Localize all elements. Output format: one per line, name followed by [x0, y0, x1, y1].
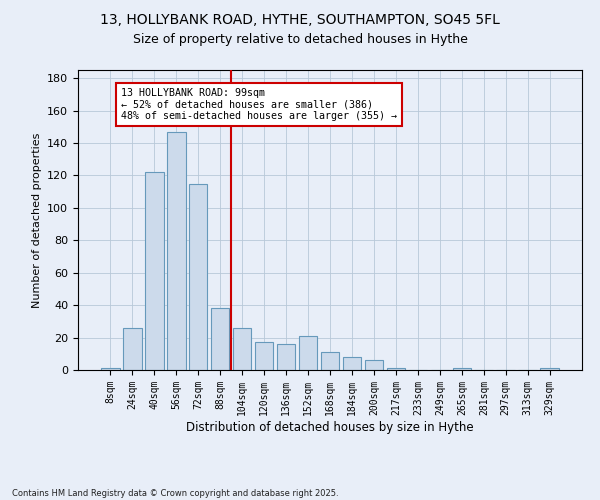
- Bar: [233, 328, 251, 370]
- Bar: [123, 328, 142, 370]
- Bar: [452, 368, 471, 370]
- Bar: [189, 184, 208, 370]
- Bar: [541, 368, 559, 370]
- Bar: [145, 172, 164, 370]
- Bar: [101, 368, 119, 370]
- Bar: [386, 368, 405, 370]
- Bar: [277, 344, 295, 370]
- Bar: [211, 308, 229, 370]
- Bar: [320, 352, 340, 370]
- Text: Size of property relative to detached houses in Hythe: Size of property relative to detached ho…: [133, 32, 467, 46]
- Bar: [255, 342, 274, 370]
- Text: 13, HOLLYBANK ROAD, HYTHE, SOUTHAMPTON, SO45 5FL: 13, HOLLYBANK ROAD, HYTHE, SOUTHAMPTON, …: [100, 12, 500, 26]
- X-axis label: Distribution of detached houses by size in Hythe: Distribution of detached houses by size …: [186, 420, 474, 434]
- Bar: [365, 360, 383, 370]
- Bar: [343, 357, 361, 370]
- Y-axis label: Number of detached properties: Number of detached properties: [32, 132, 41, 308]
- Bar: [167, 132, 185, 370]
- Text: 13 HOLLYBANK ROAD: 99sqm
← 52% of detached houses are smaller (386)
48% of semi-: 13 HOLLYBANK ROAD: 99sqm ← 52% of detach…: [121, 88, 397, 121]
- Bar: [299, 336, 317, 370]
- Text: Contains HM Land Registry data © Crown copyright and database right 2025.: Contains HM Land Registry data © Crown c…: [12, 488, 338, 498]
